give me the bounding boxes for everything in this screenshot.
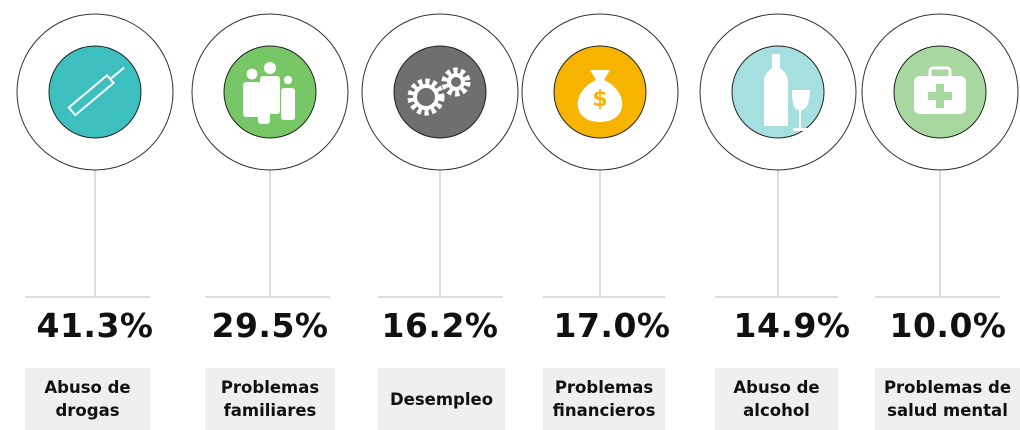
icon-circle [48,45,142,139]
label: Problemas de salud mental [875,368,1020,430]
person-body [258,96,270,124]
percentage: 41.3% [36,306,154,345]
person-head [264,62,276,74]
icon [914,66,966,114]
percentage: 14.9% [733,306,851,345]
percentage: 17.0% [553,306,671,345]
icon [243,62,295,124]
percentage: 16.2% [381,306,499,345]
gear [407,78,445,116]
person-head [246,68,258,80]
person-head [283,75,293,85]
icon [67,66,125,117]
bottle [764,54,788,126]
cross [928,84,952,108]
gear-body [413,84,439,110]
label: Abuso de drogas [25,368,150,430]
label: Abuso de alcohol [715,368,838,430]
icon: $ [577,70,623,122]
person-body [281,88,295,120]
kit-handle [928,66,952,80]
gear-body [447,73,465,91]
needle [109,66,125,80]
gear [441,67,471,97]
label: Problemas financieros [543,368,665,430]
icon-circle [393,45,487,139]
glass [792,90,810,131]
label: Desempleo [378,368,505,430]
money-bag [577,70,623,122]
person-body [243,82,261,117]
icon [407,67,471,116]
dollar: $ [592,87,607,112]
percentage: 29.5% [211,306,329,345]
label: Problemas familiares [205,368,335,430]
percentage: 10.0% [889,306,1007,345]
icon [764,54,810,131]
person-head [260,84,268,92]
